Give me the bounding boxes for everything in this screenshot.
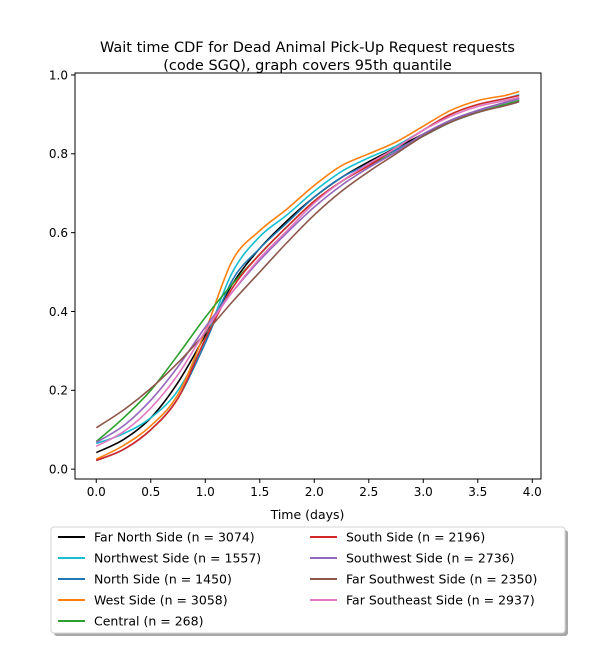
series-line: [95, 90, 520, 461]
series-line: [95, 100, 520, 429]
x-tick-label: 0.0: [87, 485, 106, 499]
series-line: [95, 97, 520, 444]
legend-label: Central (n = 268): [94, 614, 203, 629]
x-tick-label: 3.5: [468, 485, 487, 499]
legend-label: Southwest Side (n = 2736): [346, 551, 515, 566]
legend-label: South Side (n = 2196): [346, 530, 485, 545]
series-line: [95, 94, 520, 462]
series-layer: [95, 90, 520, 462]
x-tick-label: 2.5: [359, 485, 378, 499]
x-tick-label: 3.0: [414, 485, 433, 499]
x-tick-label: 2.0: [305, 485, 324, 499]
plot-area-frame: [74, 72, 542, 480]
y-tick-label: 0.8: [49, 147, 68, 161]
chart-title-line-1: Wait time CDF for Dead Animal Pick-Up Re…: [100, 40, 515, 56]
y-tick-label: 0.2: [49, 384, 68, 398]
legend: Far North Side (n = 3074) Northwest Side …: [50, 526, 568, 636]
legend-entries: Far North Side (n = 3074) Northwest Side …: [58, 530, 537, 629]
legend-box: [50, 526, 566, 634]
legend-label: Far Southwest Side (n = 2350): [346, 572, 537, 587]
x-tick-label: 4.0: [523, 485, 542, 499]
y-tick-label: 0.0: [49, 462, 68, 476]
chart-title-line-2: (code SGQ), graph covers 95th quantile: [163, 58, 452, 74]
legend-label: West Side (n = 3058): [94, 593, 228, 608]
legend-label: Far Southeast Side (n = 2937): [346, 593, 535, 608]
series-line: [95, 96, 520, 447]
y-tick-label: 1.0: [49, 68, 68, 82]
y-axis: 0.0 0.2 0.4 0.6 0.8 1.0: [49, 68, 75, 476]
series-line: [95, 97, 520, 454]
legend-label: North Side (n = 1450): [94, 572, 232, 587]
x-tick-label: 0.5: [141, 485, 160, 499]
y-tick-label: 0.6: [49, 226, 68, 240]
x-tick-label: 1.5: [250, 485, 269, 499]
legend-label: Far North Side (n = 3074): [94, 530, 255, 545]
x-axis: 0.0 0.5 1.0 1.5 2.0 2.5 3.0 3.5 4.0: [87, 479, 542, 499]
y-tick-label: 0.4: [49, 305, 68, 319]
legend-label: Northwest Side (n = 1557): [94, 551, 261, 566]
x-tick-label: 1.0: [196, 485, 215, 499]
x-axis-label: Time (days): [270, 507, 345, 522]
